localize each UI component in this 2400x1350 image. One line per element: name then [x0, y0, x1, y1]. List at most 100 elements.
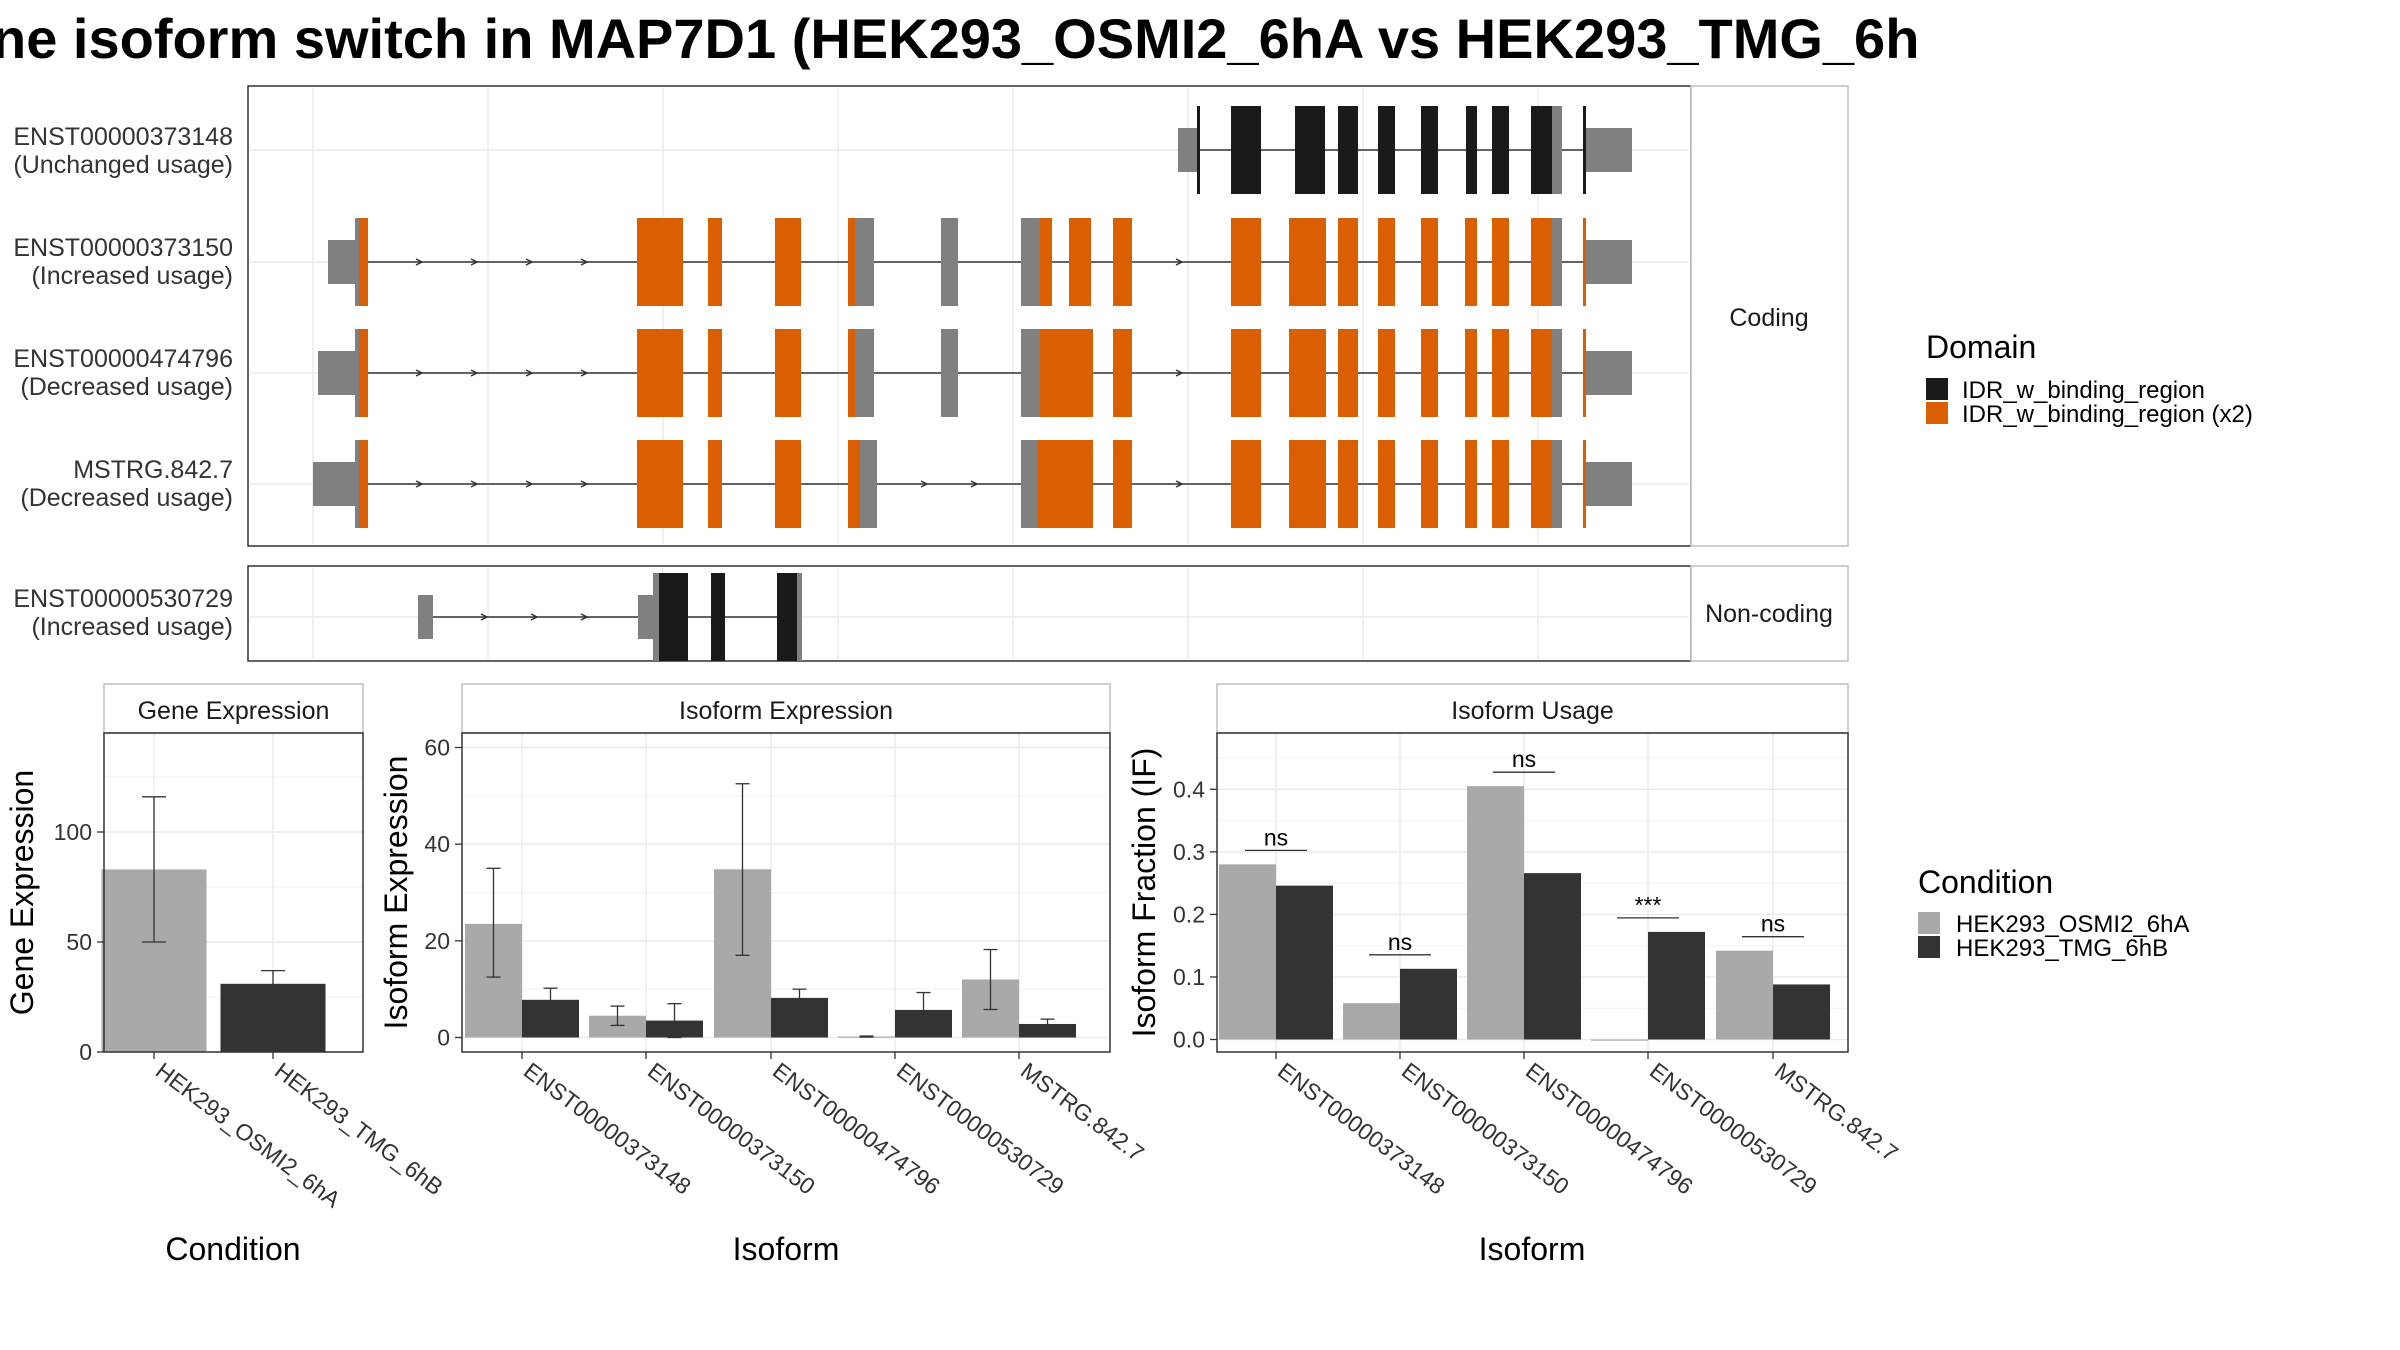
bar — [1400, 968, 1457, 1040]
exon-domain-block — [1583, 329, 1586, 417]
exon-domain-block — [711, 573, 725, 661]
bar — [1773, 984, 1830, 1040]
coding-facet-strip — [1690, 85, 1849, 547]
exon-domain-block — [708, 329, 722, 417]
utr-block — [355, 329, 359, 417]
y-tick-label: 50 — [66, 929, 92, 955]
utr-block — [855, 329, 874, 417]
exon-domain-block — [1465, 440, 1477, 528]
strand-arrow — [415, 369, 424, 377]
exon-domain-block — [1289, 329, 1326, 417]
y-axis-title: Isoform Fraction (IF) — [1126, 748, 1162, 1038]
strand-arrow — [580, 258, 589, 266]
transcript-id-label: ENST00000530729 — [13, 585, 233, 613]
exon-domain-block — [1289, 440, 1326, 528]
exon-domain-block — [1531, 106, 1552, 194]
exon-domain-block — [1492, 440, 1509, 528]
exon-domain-block — [848, 440, 860, 528]
exon-domain-block — [848, 329, 855, 417]
exon-domain-block — [775, 329, 801, 417]
transcript-usage-label: (Increased usage) — [31, 262, 233, 290]
figure-title: ne isoform switch in MAP7D1 (HEK293_OSMI… — [0, 7, 1919, 70]
chart-panel: Isoform Expression0204060ENST00000373148… — [378, 683, 1149, 1267]
strand-arrow — [415, 480, 424, 488]
chart-title: Isoform Expression — [679, 697, 893, 725]
utr-block — [355, 218, 359, 306]
utr-block — [941, 218, 958, 306]
x-tick-label: MSTRG.842.7 — [1770, 1057, 1903, 1166]
condition-legend-label: HEK293_TMG_6hB — [1956, 935, 2168, 962]
utr-block — [1552, 218, 1562, 306]
exon-domain-block — [1583, 218, 1586, 306]
exon-domain-block — [775, 440, 801, 528]
bar — [1648, 931, 1705, 1040]
exon-domain-block — [1465, 218, 1477, 306]
exon-domain-block — [777, 573, 797, 661]
exon-domain-block — [1231, 218, 1261, 306]
strand-arrow — [480, 613, 489, 621]
exon-domain-block — [359, 440, 368, 528]
domain-legend-key — [1926, 402, 1948, 424]
strand-arrow — [470, 258, 479, 266]
exon-domain-block — [1583, 440, 1586, 528]
bar — [589, 1015, 646, 1038]
exon-domain-block — [1197, 106, 1200, 194]
strand-arrow — [970, 480, 979, 488]
condition-legend-label: HEK293_OSMI2_6hA — [1956, 911, 2189, 938]
transcript-id-label: ENST00000474796 — [13, 345, 233, 373]
exon-domain-block — [1338, 329, 1358, 417]
x-axis-title: Isoform — [1479, 1231, 1586, 1267]
y-tick-label: 0 — [437, 1025, 450, 1051]
bar — [1591, 1039, 1648, 1041]
y-tick-label: 40 — [424, 831, 450, 857]
x-tick-label: MSTRG.842.7 — [1016, 1057, 1149, 1166]
bar — [1716, 950, 1773, 1040]
exon-domain-block — [1378, 218, 1395, 306]
exon-domain-block — [708, 218, 722, 306]
strand-arrow — [525, 480, 534, 488]
exon-domain-block — [1421, 106, 1438, 194]
significance-label: *** — [1635, 892, 1662, 918]
exon-domain-block — [775, 218, 801, 306]
utr-block — [318, 351, 355, 395]
y-tick-label: 60 — [424, 735, 450, 761]
transcript-id-label: ENST00000373148 — [13, 123, 233, 151]
strand-arrow — [525, 369, 534, 377]
utr-block — [1021, 218, 1040, 306]
exon-domain-block — [1037, 440, 1093, 528]
utr-block — [653, 573, 659, 661]
domain-legend-title: Domain — [1926, 329, 2036, 365]
transcript-usage-label: (Decreased usage) — [20, 373, 233, 401]
exon-domain-block — [1378, 329, 1395, 417]
exon-domain-block — [1113, 218, 1132, 306]
exon-domain-block — [1295, 106, 1325, 194]
exon-domain-block — [1040, 329, 1093, 417]
utr-block — [1586, 128, 1632, 172]
transcript-id-label: MSTRG.842.7 — [73, 456, 233, 484]
chart-title: Gene Expression — [138, 697, 330, 725]
exon-domain-block — [1231, 329, 1261, 417]
utr-block — [313, 462, 355, 506]
chart-panel: Isoform Usagensnsns***ns0.00.10.20.30.4E… — [1126, 683, 1903, 1267]
utr-block — [355, 440, 359, 528]
exon-domain-block — [637, 218, 683, 306]
significance-label: ns — [1264, 824, 1288, 850]
domain-legend: Domain IDR_w_binding_region IDR_w_bindin… — [1926, 329, 2253, 428]
bar — [1524, 873, 1581, 1040]
chart-panel-border — [1216, 732, 1849, 1053]
condition-legend-key — [1918, 912, 1940, 934]
y-tick-label: 20 — [424, 928, 450, 954]
chart-title: Isoform Usage — [1451, 697, 1614, 725]
domain-legend-label: IDR_w_binding_region (x2) — [1962, 401, 2253, 428]
condition-legend-title: Condition — [1918, 864, 2053, 900]
exon-domain-block — [359, 218, 368, 306]
bar — [1019, 1023, 1076, 1038]
chart-panel-border — [103, 732, 364, 1053]
y-axis-title: Gene Expression — [4, 770, 40, 1015]
exon-domain-block — [1338, 218, 1358, 306]
utr-block — [1552, 329, 1562, 417]
exon-domain-block — [359, 329, 368, 417]
transcript-usage-label: (Unchanged usage) — [13, 151, 233, 179]
exon-domain-block — [1378, 440, 1395, 528]
